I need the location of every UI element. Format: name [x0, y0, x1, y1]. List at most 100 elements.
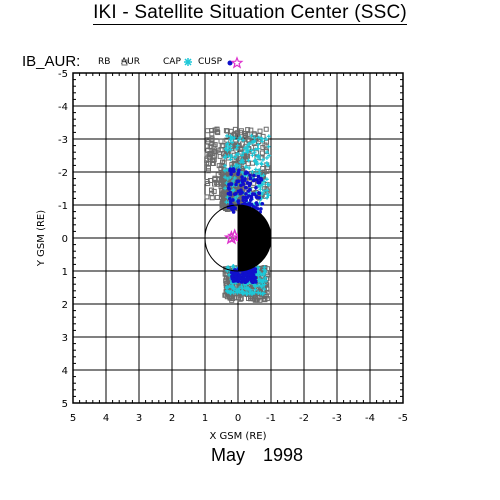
cap-point [250, 140, 255, 145]
aur-point [227, 295, 233, 301]
aur-point [208, 187, 214, 193]
cap-point [249, 133, 254, 138]
cap-point [259, 284, 264, 289]
cap-point [255, 265, 260, 270]
month-label: May [210, 445, 245, 465]
cusp-point [250, 274, 255, 279]
legend-label: CAP [163, 57, 181, 67]
cap-point [225, 195, 230, 200]
aur-point [209, 136, 215, 142]
aur-point [245, 127, 251, 133]
aur-point [205, 168, 211, 174]
aur-point [205, 139, 211, 145]
date-label: May 1998 [0, 445, 500, 466]
cap-point [253, 167, 258, 172]
cap-point [266, 193, 271, 198]
cap-point [252, 136, 257, 141]
legend: RB AUR CAP CUSP [98, 56, 244, 69]
cusp-point [240, 175, 244, 179]
cusp-point [229, 270, 234, 275]
cap-point [263, 269, 268, 274]
y-tick-label: -4 [58, 102, 68, 113]
y-tick-label: -2 [58, 168, 68, 179]
page-title: IKI - Satellite Situation Center (SSC) [0, 2, 500, 25]
cap-point [253, 159, 258, 164]
panel-label: IB_AUR: [22, 53, 80, 70]
aur-point [238, 130, 244, 136]
cusp-point [244, 191, 248, 196]
cap-point [239, 153, 244, 158]
cap-point [249, 148, 254, 153]
x-tick-label: -4 [365, 413, 375, 424]
cap-point [266, 144, 271, 149]
y-tick-label: -1 [58, 201, 68, 212]
cap-point [223, 175, 228, 180]
year-label: 1998 [262, 445, 304, 465]
legend-label: CUSP [198, 57, 223, 67]
cap-point [241, 138, 246, 143]
cap-point [267, 153, 272, 158]
cap-point [245, 286, 250, 291]
cusp-point [228, 196, 232, 201]
cap-point [265, 188, 270, 193]
cusp-point [243, 277, 248, 282]
aur-point [211, 188, 217, 194]
cap-point [264, 177, 269, 182]
aur-point [218, 138, 224, 144]
cap-point [230, 188, 235, 193]
cap-point [253, 147, 258, 152]
cusp-point [253, 275, 258, 280]
cusp-point [227, 187, 231, 191]
cap-point [266, 163, 271, 168]
aur-point [209, 131, 215, 137]
y-tick-label: 0 [62, 234, 68, 245]
x-tick-labels: 5 4 3 2 1 0 -1 -2 -3 -4 -5 [70, 413, 408, 424]
cusp-point [241, 195, 246, 200]
cap-point [256, 273, 261, 278]
cap-point [224, 288, 229, 293]
aur-point [263, 126, 269, 132]
cusp-point [252, 192, 257, 197]
cap-point [245, 145, 250, 150]
cap-point [250, 153, 255, 158]
aur-point [251, 131, 257, 137]
cap-point [250, 169, 255, 174]
cusp-point [257, 195, 262, 200]
aur-point [219, 181, 225, 187]
cusp-point [249, 197, 254, 201]
x-tick-label: 5 [70, 413, 76, 424]
cusp-point [230, 274, 234, 278]
cusp-point [248, 176, 253, 181]
cusp-point [251, 204, 256, 209]
cusp-point [229, 172, 233, 176]
cusp-point [233, 272, 238, 276]
aur-point [259, 150, 265, 156]
cap-point [234, 288, 239, 293]
legend-label: AUR [121, 57, 140, 67]
cusp-point [252, 178, 257, 182]
cap-point [257, 168, 262, 173]
aur-point [254, 297, 260, 303]
cap-point [224, 143, 229, 148]
cap-point [239, 284, 244, 289]
cap-point [225, 133, 230, 138]
cap-point [228, 290, 233, 295]
cap-point [253, 284, 258, 289]
data-layer [204, 126, 272, 303]
cap-point [259, 161, 264, 166]
cusp-point [245, 181, 250, 185]
cusp-point [229, 182, 234, 186]
cap-point [261, 173, 266, 178]
y-tick-label: 4 [62, 366, 68, 377]
cap-point [235, 163, 240, 168]
aur-point [209, 157, 215, 163]
cusp-point [247, 270, 252, 274]
cap-point [250, 290, 255, 295]
x-tick-label: -2 [299, 413, 309, 424]
cusp-point [257, 180, 261, 185]
earth [204, 204, 272, 272]
cap-point [264, 161, 269, 166]
legend-marker-square [121, 59, 128, 66]
legend-marker-dot [227, 60, 233, 66]
